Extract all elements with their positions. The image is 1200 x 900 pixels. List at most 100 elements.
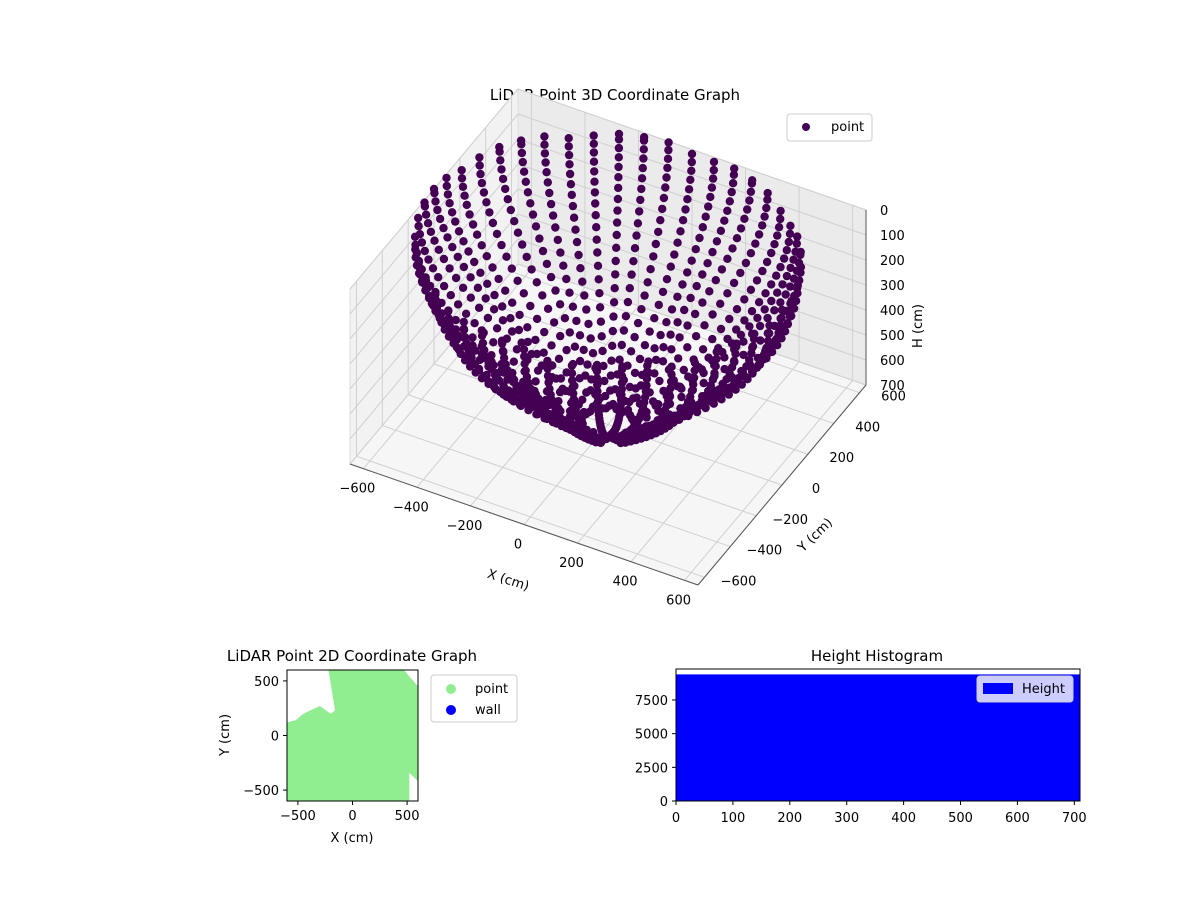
chart-3d-point bbox=[683, 268, 692, 277]
chart-2d-ticks: −500 0 500 −500 0 500 bbox=[243, 675, 419, 824]
chart-3d-point bbox=[541, 158, 550, 167]
chart-3d-point bbox=[547, 341, 556, 350]
chart-3d-point bbox=[739, 350, 748, 360]
chart-3d-point bbox=[786, 263, 795, 273]
chart-3d-point bbox=[589, 148, 599, 157]
chart-histogram-y-tick-label: 5000 bbox=[635, 728, 668, 743]
chart-3d-point bbox=[584, 319, 593, 329]
chart-3d-y-tick-label: −200 bbox=[772, 513, 808, 528]
chart-3d-point bbox=[567, 190, 576, 200]
chart-3d-point bbox=[716, 299, 725, 308]
chart-3d-point bbox=[785, 229, 795, 238]
chart-3d-point bbox=[716, 226, 726, 235]
chart-3d-point bbox=[640, 291, 649, 300]
chart-3d-legend: point bbox=[786, 113, 873, 142]
chart-3d-point bbox=[709, 399, 718, 408]
chart-3d-point bbox=[580, 291, 589, 300]
chart-3d-point bbox=[699, 378, 708, 388]
chart-3d-point bbox=[778, 280, 787, 289]
chart-3d-point bbox=[687, 166, 696, 175]
chart-histogram-legend-swatch bbox=[983, 683, 1013, 694]
chart-3d-point bbox=[589, 131, 598, 140]
chart-3d-grid-z-back bbox=[517, 138, 867, 261]
chart-3d-point bbox=[782, 271, 792, 281]
chart-3d-point bbox=[636, 195, 645, 205]
chart-3d-point bbox=[658, 287, 668, 297]
chart-3d-point bbox=[606, 386, 615, 395]
chart-3d-point bbox=[513, 276, 522, 285]
chart-3d-point bbox=[554, 354, 564, 363]
chart-3d-z-label: H (cm) bbox=[911, 304, 926, 348]
chart-3d-point bbox=[627, 270, 636, 279]
chart-3d-point bbox=[431, 287, 440, 297]
chart-3d-point bbox=[706, 192, 715, 202]
chart-3d-point bbox=[484, 377, 493, 386]
chart-3d-point bbox=[681, 205, 690, 214]
chart-3d-point bbox=[592, 374, 602, 383]
chart-2d-y-tick-label: 0 bbox=[271, 730, 279, 745]
chart-3d-point bbox=[466, 293, 475, 302]
chart-3d-point bbox=[746, 285, 756, 294]
chart-3d-point bbox=[767, 248, 776, 258]
chart-3d-point bbox=[437, 318, 446, 327]
chart-3d-point bbox=[643, 361, 652, 370]
chart-3d-point bbox=[497, 336, 507, 345]
chart-3d-point bbox=[708, 247, 717, 257]
chart-3d-point bbox=[626, 347, 636, 356]
chart-3d-point bbox=[474, 366, 484, 375]
chart-3d-point bbox=[773, 333, 782, 342]
chart-3d-y-axis-line bbox=[697, 384, 867, 586]
chart-3d-point bbox=[770, 240, 779, 249]
chart-3d-z-tick-label: 700 bbox=[880, 379, 905, 394]
chart-3d-point bbox=[519, 289, 528, 298]
chart-3d-point bbox=[545, 188, 554, 198]
chart-histogram-x-tick-label: 100 bbox=[720, 811, 745, 826]
chart-3d-point bbox=[533, 366, 543, 375]
chart-3d-point bbox=[791, 247, 800, 256]
chart-3d-point bbox=[498, 302, 507, 311]
chart-3d-point bbox=[792, 284, 802, 293]
chart-3d-point bbox=[442, 181, 451, 191]
chart-3d-point bbox=[740, 295, 749, 304]
chart-3d-point bbox=[650, 314, 659, 323]
chart-3d-point bbox=[526, 301, 535, 311]
chart-3d-point bbox=[687, 256, 696, 265]
chart-3d-point bbox=[663, 163, 672, 173]
chart-3d-point bbox=[479, 371, 488, 381]
chart-3d-point bbox=[612, 230, 621, 240]
chart-3d-point bbox=[582, 388, 591, 397]
chart-3d-point bbox=[762, 257, 772, 267]
chart-3d-point bbox=[568, 383, 577, 392]
chart-3d-point bbox=[468, 220, 478, 229]
chart-3d-point bbox=[643, 278, 652, 287]
chart-3d-point bbox=[518, 240, 527, 249]
chart-3d-point bbox=[492, 324, 502, 333]
chart-3d-point bbox=[683, 321, 692, 330]
chart-3d-point bbox=[611, 270, 620, 279]
chart-3d-point bbox=[678, 280, 687, 289]
chart-3d: LiDAR Point 3D Coordinate Graph −600 −400… bbox=[340, 86, 926, 608]
chart-3d-point bbox=[443, 233, 452, 242]
chart-3d-point bbox=[470, 257, 479, 267]
chart-3d-point bbox=[673, 238, 682, 247]
chart-3d-point bbox=[643, 367, 652, 376]
chart-3d-point bbox=[755, 321, 765, 331]
chart-3d-point bbox=[658, 357, 668, 366]
chart-3d-point bbox=[592, 235, 601, 244]
chart-3d-point bbox=[514, 325, 524, 335]
chart-3d-point bbox=[723, 289, 732, 298]
chart-3d-point bbox=[522, 252, 531, 262]
chart-2d-x-label: X (cm) bbox=[331, 831, 374, 846]
chart-3d-point bbox=[613, 206, 622, 215]
chart-3d-z-tick-label: 100 bbox=[880, 229, 905, 244]
chart-3d-point bbox=[414, 213, 423, 223]
chart-3d-point bbox=[670, 250, 679, 259]
chart-3d-point bbox=[453, 252, 462, 262]
chart-3d-point bbox=[615, 355, 624, 364]
chart-3d-point bbox=[659, 343, 668, 352]
chart-3d-point bbox=[723, 334, 732, 344]
chart-3d-point bbox=[773, 288, 782, 297]
chart-3d-point bbox=[776, 262, 785, 272]
chart-3d-point bbox=[590, 167, 599, 176]
chart-3d-point bbox=[458, 182, 468, 191]
